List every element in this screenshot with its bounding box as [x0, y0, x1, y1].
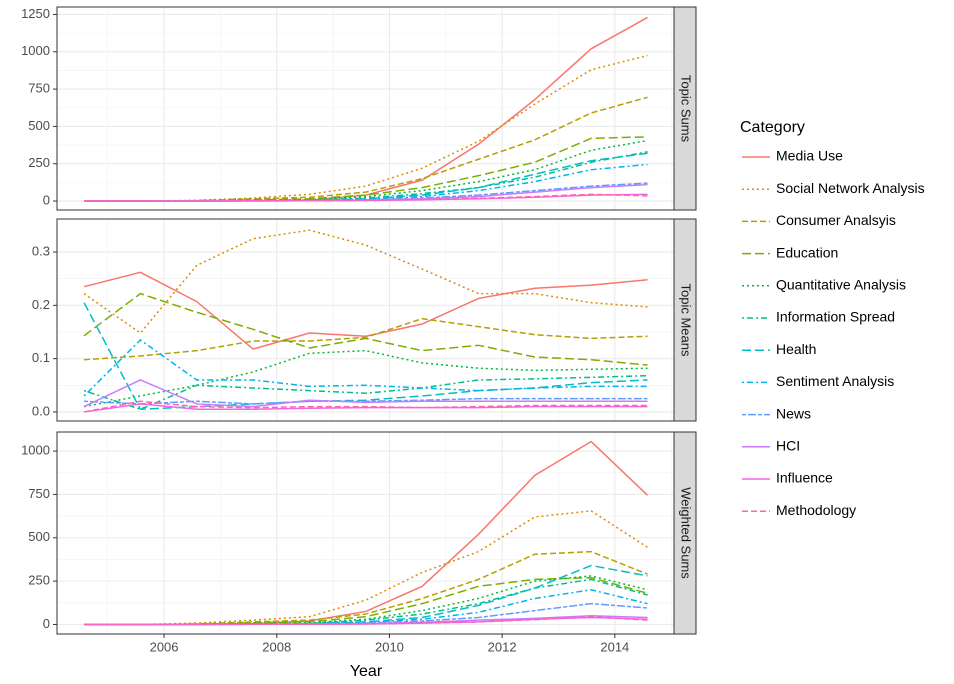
y-tick-label: 1250 [21, 6, 50, 21]
y-tick-label: 250 [28, 155, 50, 170]
y-tick-label: 500 [28, 529, 50, 544]
legend-label: Sentiment Analysis [776, 373, 894, 389]
strip [673, 218, 697, 422]
strip-label: Topic Sums [679, 75, 694, 143]
series-line [83, 349, 648, 408]
strip [673, 6, 697, 211]
strip-label: Topic Means [679, 284, 694, 357]
y-tick-label: 750 [28, 81, 50, 96]
y-tick-label: 1000 [21, 43, 50, 58]
y-tick-label: 500 [28, 118, 50, 133]
series-line [84, 317, 648, 361]
x-axis-title: Year [350, 663, 383, 680]
series-line [84, 615, 648, 626]
y-tick-label: 0.3 [32, 243, 50, 258]
y-tick-label: 0.2 [32, 297, 50, 312]
legend-title: Category [740, 119, 805, 136]
series-line [84, 193, 648, 202]
y-tick-label: 0.1 [32, 350, 50, 365]
legend-label: HCI [776, 438, 800, 454]
series-line [83, 379, 648, 408]
series-line [83, 374, 648, 411]
legend-label: Methodology [776, 502, 856, 518]
legend-label: Education [776, 244, 838, 260]
legend-label: Consumer Analsyis [776, 212, 896, 228]
strip [673, 431, 697, 635]
y-tick-label: 1000 [21, 443, 50, 458]
y-tick-label: 0 [43, 616, 50, 631]
legend-label: Media Use [776, 148, 843, 164]
panel-background [57, 432, 674, 634]
legend: Category Media Use Social Network Analysi… [740, 119, 925, 518]
legend-label: Social Network Analysis [776, 180, 925, 196]
series-line [83, 403, 648, 413]
series-line [83, 339, 648, 397]
series-line [84, 575, 648, 626]
series-line [84, 397, 648, 405]
legend-label: Influence [776, 470, 833, 486]
legend-label: Quantitative Analysis [776, 277, 906, 293]
y-tick-label: 250 [28, 573, 50, 588]
x-tick-label: 2010 [375, 639, 404, 654]
series-line [84, 139, 648, 202]
x-tick-label: 2008 [262, 639, 291, 654]
legend-label: Health [776, 341, 816, 357]
series-line [83, 400, 648, 413]
x-tick-label: 2006 [150, 639, 179, 654]
x-tick-label: 2012 [488, 639, 517, 654]
x-tick-label: 2014 [600, 639, 629, 654]
panel-background [57, 219, 674, 421]
series-line [83, 271, 648, 350]
y-tick-label: 0 [43, 192, 50, 207]
panel-background [57, 7, 674, 210]
y-tick-label: 0.0 [32, 403, 50, 418]
strip-label: Weighted Sums [679, 487, 694, 579]
y-tick-label: 750 [28, 486, 50, 501]
legend-label: News [776, 405, 811, 421]
legend-label: Information Spread [776, 309, 895, 325]
series-line [83, 292, 648, 366]
